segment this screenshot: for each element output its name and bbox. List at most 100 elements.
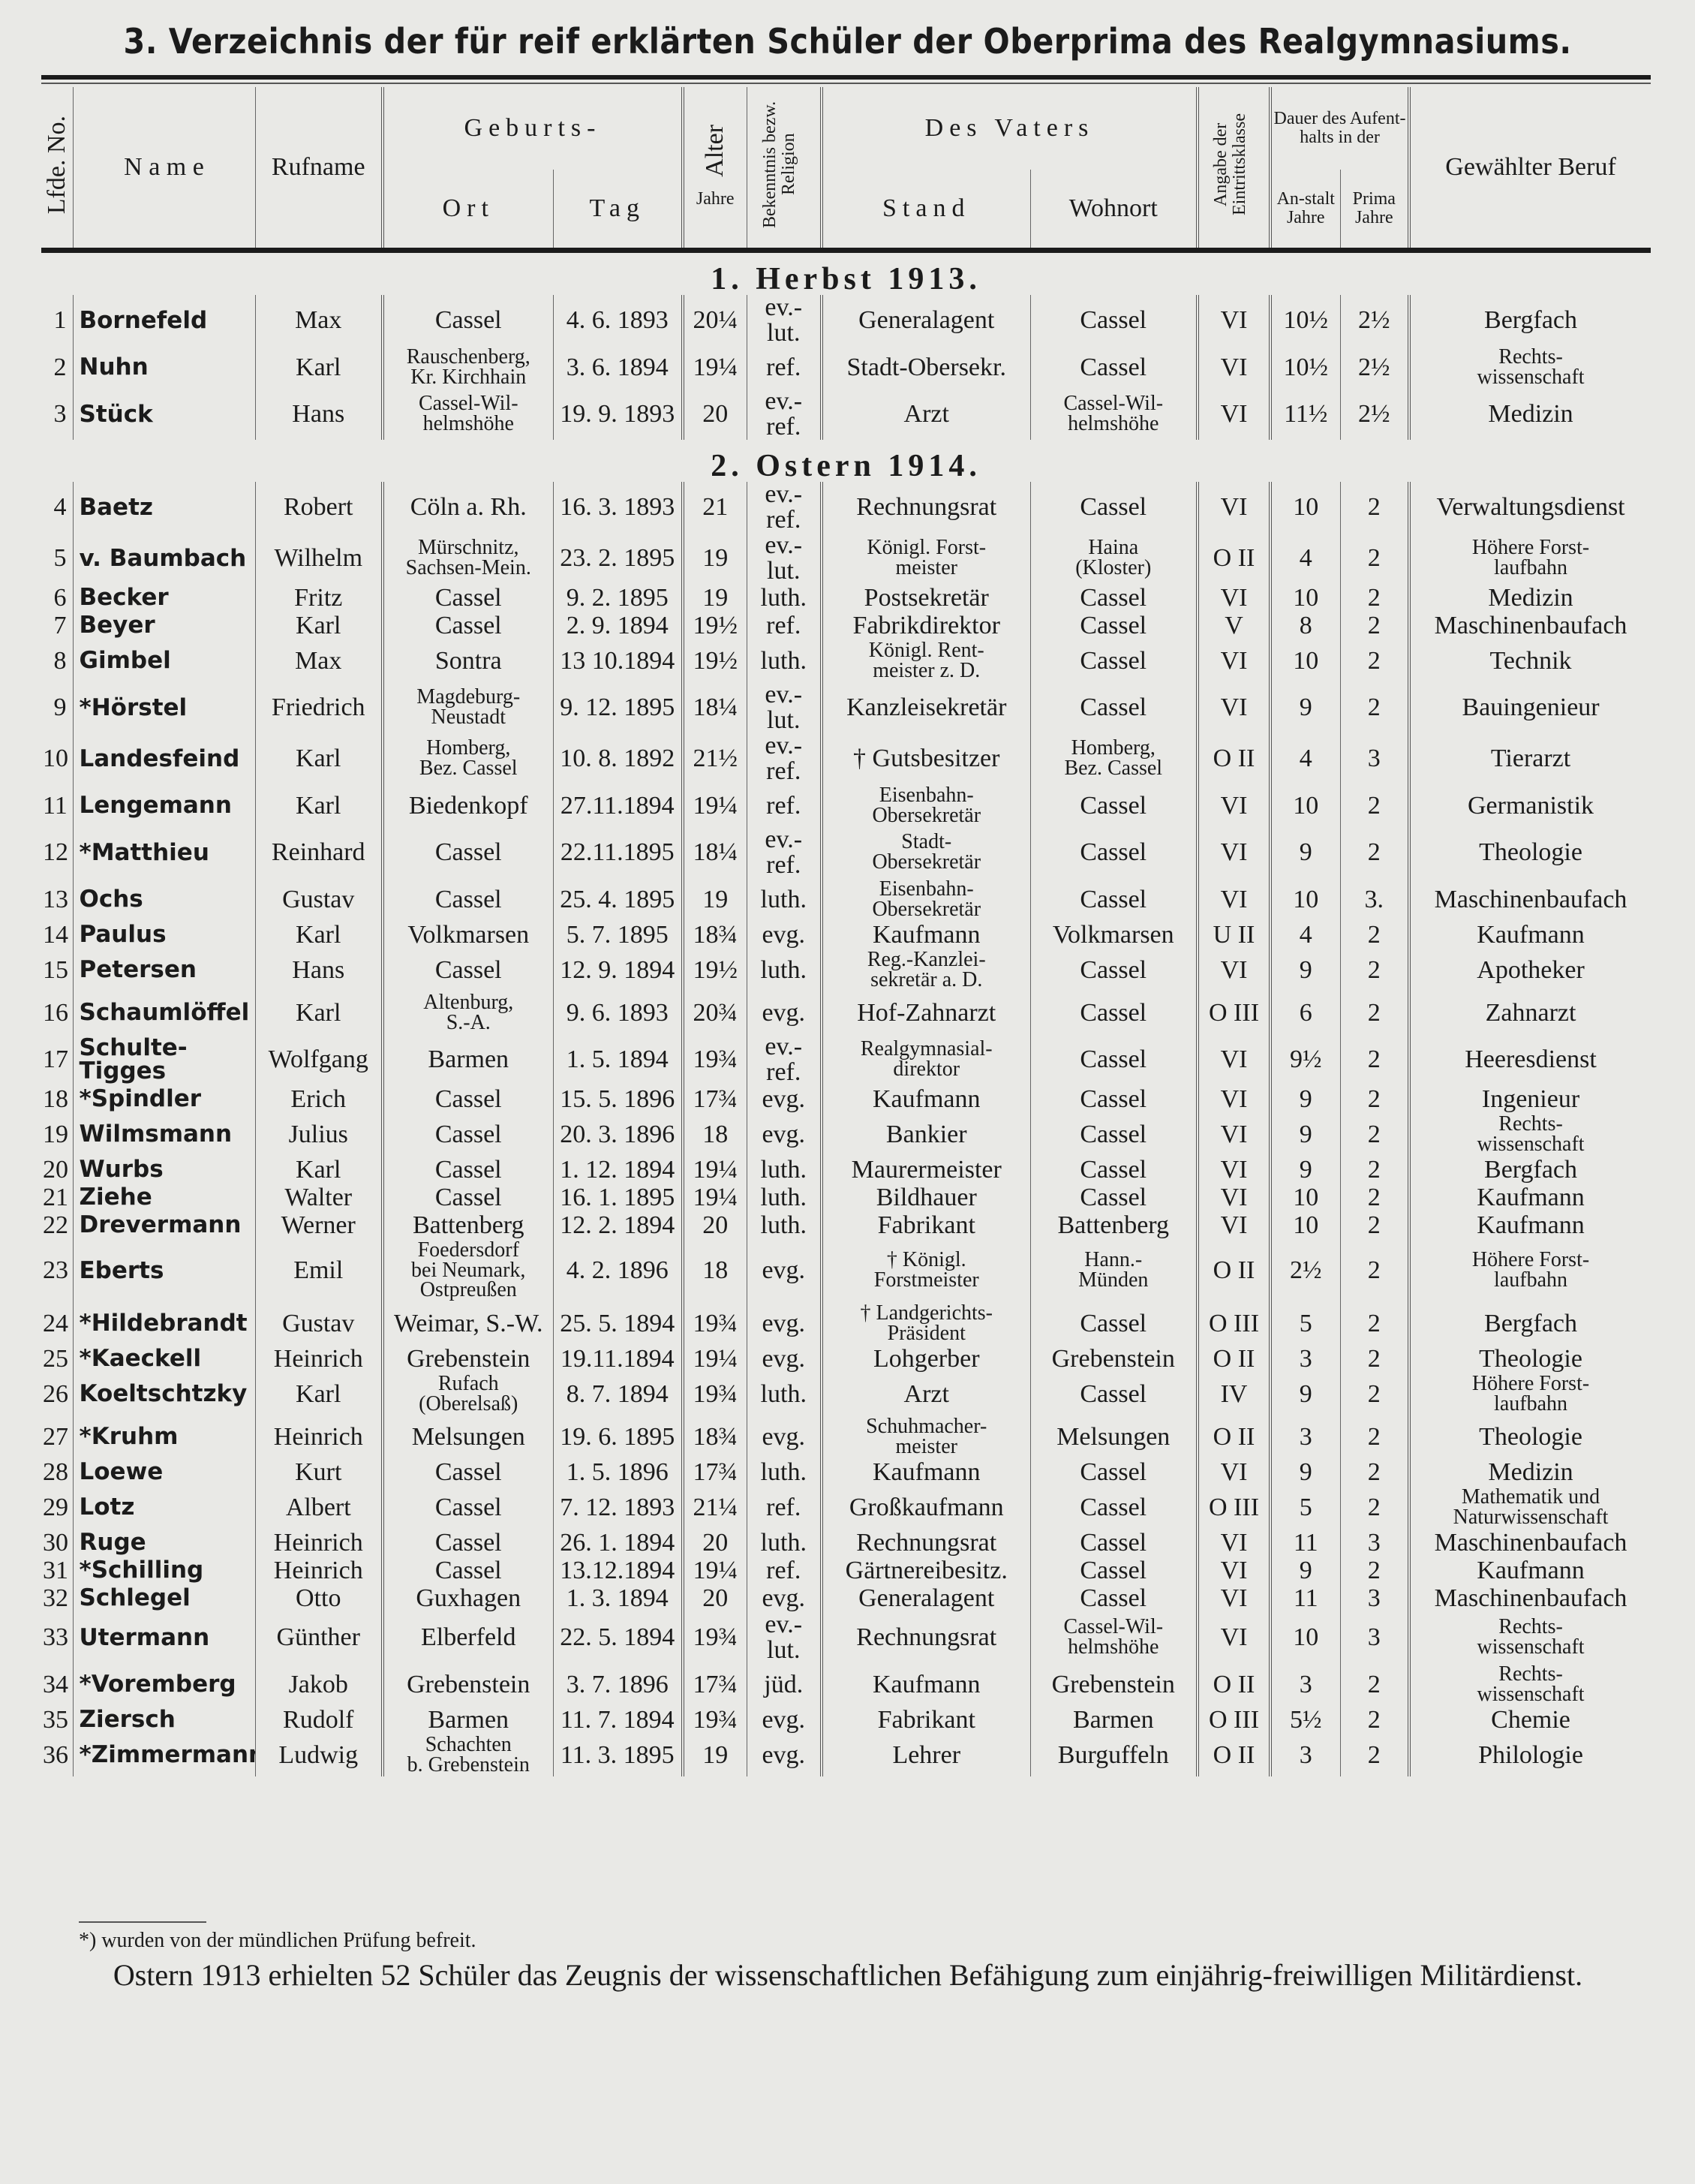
cell-name: Ochs	[72, 878, 255, 921]
footnote: *) wurden von der mündlichen Prüfung bef…	[79, 1929, 476, 1952]
cell-no: 23	[43, 1256, 68, 1284]
cell-no: 9	[53, 693, 67, 721]
cell-years-prima: 2	[1339, 533, 1410, 584]
cell-chosen-profession: Kaufmann	[1408, 921, 1651, 949]
cell-years-prima: 2	[1339, 784, 1410, 827]
cell-age: 19¾	[681, 1373, 747, 1415]
cell-age: 19¼	[681, 1345, 747, 1373]
cell-father-residence: Battenberg	[1029, 1211, 1198, 1239]
cell-father-occupation: Eisenbahn- Obersekretär	[820, 878, 1030, 921]
cell-rufname: Julius	[254, 1113, 383, 1156]
cell-birth-place: Cassel	[381, 584, 553, 612]
table-row: 5 v. Baumbach Wilhelm Mürschnitz, Sachsen-M…	[41, 533, 1651, 584]
cell-years-school: 9	[1269, 1113, 1341, 1156]
cell-no: 33	[43, 1623, 68, 1651]
cell-years-school: 4	[1269, 533, 1341, 584]
table-row: 27 *Kruhm Heinrich Melsungen 19. 6. 1895 18¾ e…	[41, 1415, 1651, 1458]
cell-entry-class: VI	[1196, 1034, 1271, 1085]
cell-religion: ev.-ref.	[746, 733, 822, 784]
cell-birth-place: Battenberg	[381, 1211, 553, 1239]
cell-name: Nuhn	[72, 346, 255, 389]
cell-entry-class: VI	[1196, 682, 1271, 733]
cell-no: 25	[43, 1345, 68, 1373]
table-row: 35 Ziersch Rudolf Barmen 11. 7. 1894 19¾ evg. F…	[41, 1706, 1651, 1734]
cell-no: 12	[43, 838, 68, 866]
cell-rufname: Karl	[254, 1156, 383, 1184]
cell-years-school: 5	[1269, 1486, 1341, 1529]
cell-age: 20¾	[681, 991, 747, 1034]
cell-chosen-profession: Philologie	[1408, 1734, 1651, 1776]
cell-birth-place: Volkmarsen	[381, 921, 553, 949]
header-anstalt: An-stalt Jahre	[1269, 170, 1341, 251]
table-row: 18 *Spindler Erich Cassel 15. 5. 1896 17¾ evg.…	[41, 1085, 1651, 1113]
cell-birth-place: Cassel	[381, 878, 553, 921]
cell-father-residence: Cassel	[1029, 1184, 1198, 1211]
cell-birth-place: Cassel	[381, 612, 553, 639]
cell-no: 13	[43, 885, 68, 913]
cell-years-prima: 3	[1339, 733, 1410, 784]
cell-religion: evg.	[746, 991, 822, 1034]
cell-father-residence: Grebenstein	[1029, 1663, 1198, 1706]
cell-chosen-profession: Apotheker	[1408, 949, 1651, 991]
cell-father-occupation: Fabrikant	[820, 1706, 1030, 1734]
cell-birth-date: 5. 7. 1895	[552, 921, 683, 949]
cell-age: 20	[681, 1529, 747, 1557]
cell-entry-class: O II	[1196, 1415, 1271, 1458]
cell-age: 19¼	[681, 1156, 747, 1184]
footnote-rule	[79, 1921, 206, 1923]
cell-chosen-profession: Ingenieur	[1408, 1085, 1651, 1113]
cell-entry-class: VI	[1196, 1211, 1271, 1239]
cell-years-prima: 2½	[1339, 295, 1410, 346]
cell-father-residence: Cassel	[1029, 682, 1198, 733]
cell-age: 19½	[681, 639, 747, 682]
cell-father-residence: Cassel	[1029, 1034, 1198, 1085]
cell-chosen-profession: Bergfach	[1408, 1302, 1651, 1345]
cell-years-prima: 2	[1339, 949, 1410, 991]
cell-birth-place: Cassel	[381, 1184, 553, 1211]
cell-birth-date: 25. 5. 1894	[552, 1302, 683, 1345]
cell-religion: ev.-lut.	[746, 533, 822, 584]
cell-no: 18	[43, 1085, 68, 1113]
cell-birth-place: Mürschnitz, Sachsen-Mein.	[381, 533, 553, 584]
cell-no: 19	[43, 1120, 68, 1148]
cell-age: 18¾	[681, 1415, 747, 1458]
cell-years-prima: 2	[1339, 827, 1410, 878]
cell-birth-date: 11. 3. 1895	[552, 1734, 683, 1776]
cell-entry-class: VI	[1196, 1584, 1271, 1612]
cell-rufname: Hans	[254, 949, 383, 991]
cell-father-occupation: Großkaufmann	[820, 1486, 1030, 1529]
cell-age: 19¼	[681, 1184, 747, 1211]
cell-name: Utermann	[72, 1612, 255, 1663]
table-row: 17 Schulte- Tigges Wolfgang Barmen 1. 5. 189…	[41, 1034, 1651, 1085]
cell-rufname: Günther	[254, 1612, 383, 1663]
cell-no: 35	[43, 1706, 68, 1734]
table-row: 31 *Schilling Heinrich Cassel 13.12.1894 19¼ r…	[41, 1557, 1651, 1584]
cell-entry-class: VI	[1196, 584, 1271, 612]
cell-entry-class: O II	[1196, 1239, 1271, 1302]
cell-years-school: 10	[1269, 584, 1341, 612]
cell-father-residence: Volkmarsen	[1029, 921, 1198, 949]
cell-years-school: 9	[1269, 682, 1341, 733]
cell-chosen-profession: Zahnarzt	[1408, 991, 1651, 1034]
header-name: N a m e	[72, 87, 255, 251]
table-row: 4 Baetz Robert Cöln a. Rh. 16. 3. 1893 21 ev.-…	[41, 482, 1651, 533]
cell-father-residence: Cassel	[1029, 1486, 1198, 1529]
cell-years-school: 3	[1269, 1663, 1341, 1706]
cell-no: 1	[53, 306, 67, 334]
cell-father-residence: Cassel	[1029, 878, 1198, 921]
cell-chosen-profession: Kaufmann	[1408, 1211, 1651, 1239]
cell-years-school: 8	[1269, 612, 1341, 639]
cell-age: 17¾	[681, 1085, 747, 1113]
cell-chosen-profession: Bergfach	[1408, 1156, 1651, 1184]
cell-no: 6	[53, 584, 67, 612]
cell-chosen-profession: Theologie	[1408, 827, 1651, 878]
cell-years-prima: 3.	[1339, 878, 1410, 921]
cell-father-occupation: Lehrer	[820, 1734, 1030, 1776]
cell-religion: evg.	[746, 1239, 822, 1302]
cell-birth-date: 4. 2. 1896	[552, 1239, 683, 1302]
table-row: 20 Wurbs Karl Cassel 1. 12. 1894 19¼ luth. Maur…	[41, 1156, 1651, 1184]
cell-name: Becker	[72, 584, 255, 612]
cell-father-occupation: Maurermeister	[820, 1156, 1030, 1184]
cell-years-prima: 2	[1339, 1415, 1410, 1458]
cell-entry-class: O II	[1196, 733, 1271, 784]
